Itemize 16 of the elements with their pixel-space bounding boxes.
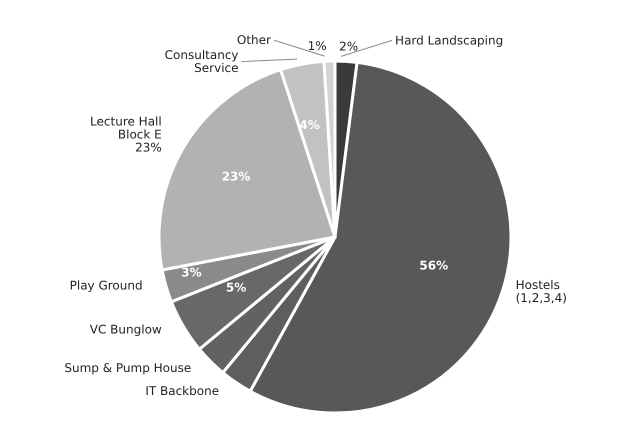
data-label: 1%: [308, 39, 327, 54]
slice-label: Sump & Pump House: [64, 360, 192, 375]
data-label: 56%: [419, 258, 448, 273]
slice-label: Hostels (1,2,3,4): [516, 278, 567, 305]
data-label: 2%: [339, 39, 358, 54]
slice-label: IT Backbone: [145, 384, 220, 398]
slice-label: Other: [236, 33, 272, 48]
slice-label: Lecture Hall Block E 23%: [90, 114, 162, 154]
slice-label: Consultancy Service: [164, 48, 239, 76]
slice-label: Play Ground: [70, 278, 143, 293]
data-label: 23%: [222, 169, 250, 184]
data-label: 5%: [226, 280, 246, 295]
data-label: 3%: [181, 265, 202, 280]
data-label: 4%: [299, 118, 320, 132]
slice-label: Hard Landscaping: [395, 33, 504, 48]
slice-label: VC Bunglow: [90, 322, 162, 337]
